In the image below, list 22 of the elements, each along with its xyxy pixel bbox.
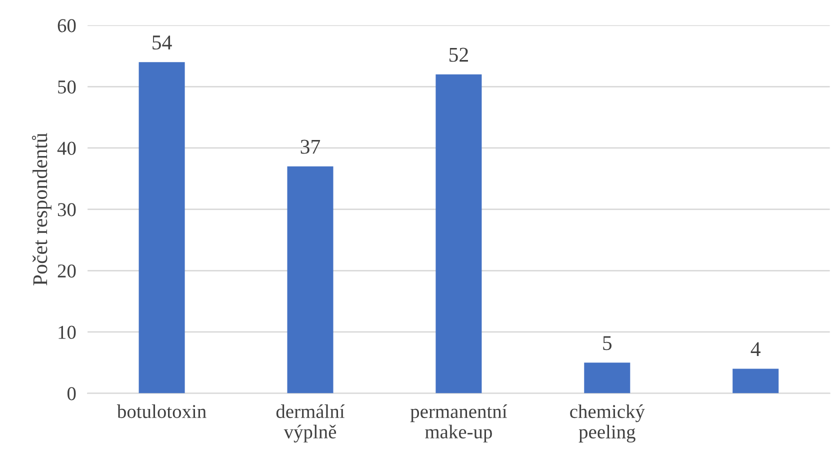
y-tick-label: 10 [58,326,76,339]
y-tick-label: 60 [58,19,76,32]
data-label: 5 [603,336,612,350]
y-axis-title: Počet respondentů [32,132,52,286]
data-label: 37 [300,140,320,154]
bar [732,368,779,394]
y-tick-label: 30 [58,203,76,216]
data-label: 4 [750,342,760,356]
x-tick-label: botulotoxin [116,404,206,418]
data-label: 54 [152,36,172,50]
x-tick-label: permanentní make-up [410,404,508,442]
y-tick-label: 40 [57,142,76,155]
y-tick-label: 50 [58,80,76,94]
data-label: 52 [449,48,468,62]
x-tick-label: dermální výplně [276,404,345,442]
x-tick-label: chemický peeling [570,404,645,443]
bar [436,74,482,394]
bar [584,362,630,394]
y-tick-label: 0 [67,387,76,400]
bar [138,62,185,394]
bar [287,166,334,394]
y-tick-label: 20 [58,264,76,278]
